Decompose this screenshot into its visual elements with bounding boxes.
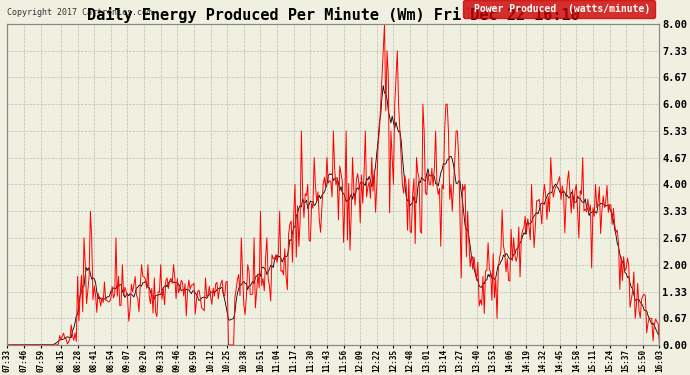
Title: Daily Energy Produced Per Minute (Wm) Fri Dec 22 16:10: Daily Energy Produced Per Minute (Wm) Fr… (87, 7, 580, 23)
Legend: Power Produced  (watts/minute): Power Produced (watts/minute) (463, 0, 655, 18)
Text: Copyright 2017 Cartronics.com: Copyright 2017 Cartronics.com (8, 9, 152, 18)
